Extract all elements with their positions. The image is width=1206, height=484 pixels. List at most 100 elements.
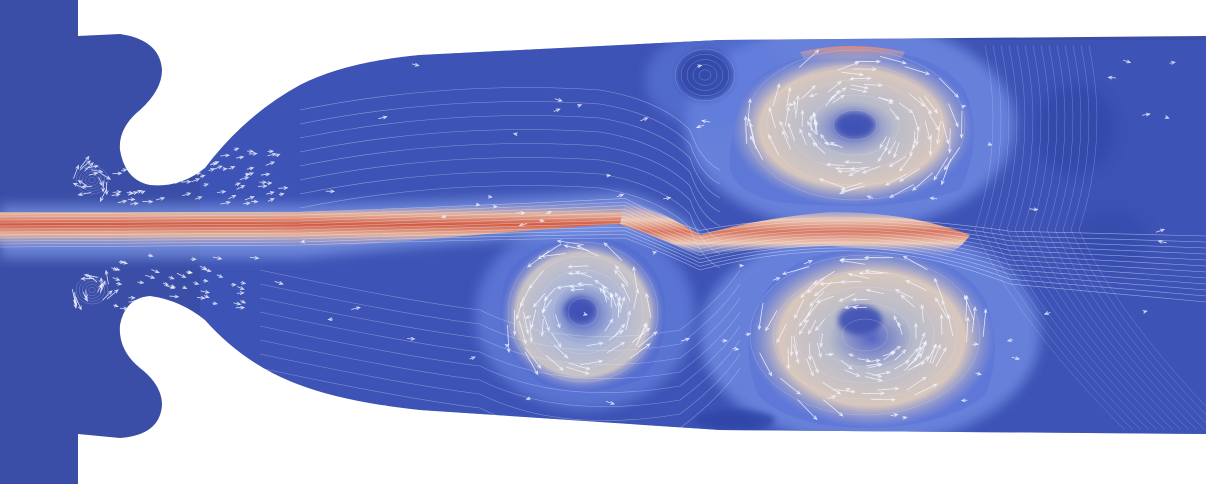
streamline <box>841 318 889 352</box>
velocity-vector <box>168 275 175 280</box>
velocity-vector <box>234 182 241 187</box>
velocity-vector <box>890 413 899 417</box>
streamline <box>507 241 659 383</box>
velocity-vector <box>841 71 865 77</box>
velocity-vector <box>776 323 787 344</box>
velocity-vector <box>757 302 764 331</box>
streamline <box>1078 44 1206 431</box>
streamline <box>567 297 599 327</box>
velocity-vector <box>866 195 874 200</box>
velocity-vector <box>880 56 907 65</box>
velocity-vector <box>787 102 794 107</box>
streamline <box>522 255 644 369</box>
streamline <box>0 198 1206 237</box>
velocity-vector <box>936 121 941 145</box>
velocity-vector <box>768 133 780 156</box>
velocity-vector <box>612 323 626 338</box>
velocity-vector <box>929 343 937 364</box>
velocity-vector <box>621 282 631 302</box>
velocity-vector <box>987 141 993 146</box>
velocity-vector <box>865 288 884 295</box>
velocity-vector <box>934 277 944 301</box>
streamline <box>0 205 1206 249</box>
velocity-vector <box>941 158 952 186</box>
velocity-vector <box>640 117 649 122</box>
velocity-vector <box>894 360 910 370</box>
velocity-vector <box>530 309 537 329</box>
velocity-vector <box>260 172 271 177</box>
velocity-vector <box>407 336 416 341</box>
velocity-vector <box>228 195 237 200</box>
velocity-vector <box>111 266 118 271</box>
velocity-vector <box>243 201 251 206</box>
velocity-vector <box>935 346 947 368</box>
velocity-vector <box>99 188 108 203</box>
velocity-vector <box>236 291 245 296</box>
velocity-vector <box>947 128 952 154</box>
velocity-vector <box>191 178 201 183</box>
velocity-vector <box>887 140 897 155</box>
velocity-vector <box>732 346 740 351</box>
velocity-vector <box>199 174 206 179</box>
velocity-vector <box>506 325 511 354</box>
velocity-vector <box>834 166 855 171</box>
velocity-vector <box>556 285 572 290</box>
streamline <box>0 212 1206 261</box>
velocity-vector <box>924 120 931 141</box>
velocity-vector <box>586 341 604 347</box>
velocity-vector <box>819 333 824 348</box>
velocity-vector <box>923 95 938 114</box>
velocity-vector <box>918 96 932 115</box>
streamline <box>78 278 106 302</box>
streamline <box>0 201 1206 243</box>
velocity-vector <box>818 178 843 188</box>
streamline <box>692 64 718 86</box>
streamline <box>0 219 1206 273</box>
velocity-vector <box>555 314 561 329</box>
velocity-vector <box>605 400 616 405</box>
velocity-vector <box>156 196 166 201</box>
velocity-vector <box>518 222 528 227</box>
velocity-vector <box>616 193 625 198</box>
velocity-vector <box>112 171 123 176</box>
velocity-vector <box>236 155 245 160</box>
streamline <box>818 302 912 368</box>
streamline <box>537 269 629 355</box>
velocity-vector <box>861 391 886 396</box>
velocity-vector <box>128 295 136 300</box>
velocity-vector <box>959 110 964 139</box>
velocity-vector <box>858 271 883 276</box>
bottom-small-vortex <box>695 410 775 430</box>
velocity-vector <box>84 289 88 300</box>
streamline <box>299 171 721 255</box>
velocity-vector <box>85 164 99 169</box>
velocity-vector <box>840 359 853 370</box>
velocity-vector <box>963 294 975 321</box>
velocity-vector <box>832 94 846 104</box>
velocity-vector <box>745 332 752 337</box>
velocity-vector <box>823 141 838 147</box>
velocity-vector <box>606 341 626 354</box>
velocity-vector <box>812 142 826 154</box>
velocity-vector <box>327 317 334 322</box>
velocity-vector <box>75 296 82 311</box>
velocity-vector <box>839 257 868 262</box>
velocity-vector <box>73 293 78 310</box>
velocity-vector <box>608 329 624 341</box>
velocity-vector <box>900 294 915 308</box>
velocity-vector <box>782 130 792 150</box>
velocity-vector <box>240 299 247 304</box>
velocity-vector <box>182 285 188 290</box>
velocity-vector <box>822 382 842 395</box>
main-jet <box>0 199 668 250</box>
velocity-vector <box>127 197 136 202</box>
velocity-vector <box>186 270 193 275</box>
streamline <box>259 325 741 393</box>
velocity-vector <box>411 62 420 67</box>
streamline <box>259 297 741 365</box>
velocity-vector <box>216 274 224 278</box>
velocity-vector <box>532 293 546 308</box>
velocity-vector <box>267 152 277 157</box>
velocity-vector <box>879 136 887 149</box>
velocity-vector <box>568 362 591 371</box>
